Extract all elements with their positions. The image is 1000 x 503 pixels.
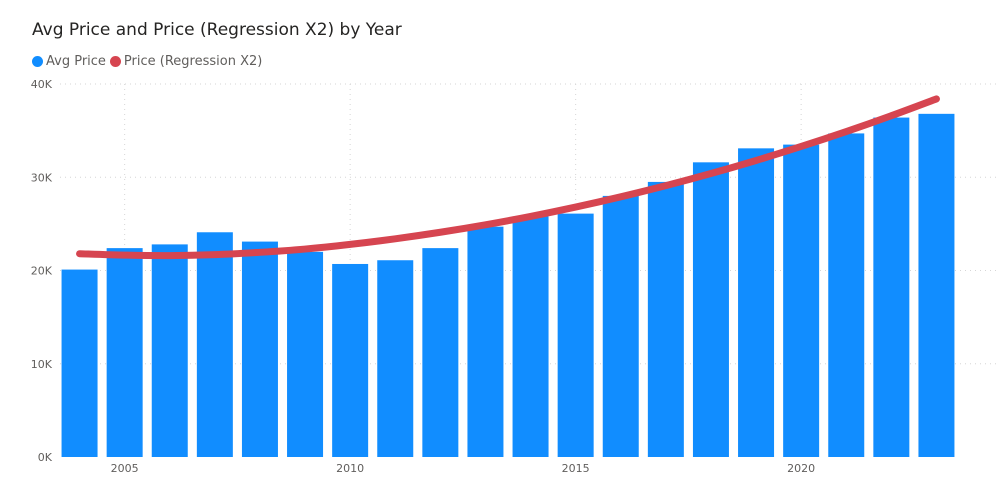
bar-avg-price (61, 269, 98, 457)
bar-avg-price (873, 117, 910, 457)
legend-label: Price (Regression X2) (123, 53, 263, 69)
legend: Avg Price Price (Regression X2) (32, 52, 266, 70)
x-tick-label: 2005 (111, 462, 139, 475)
bar-avg-price (467, 226, 504, 457)
y-tick-label: 30K (31, 171, 53, 184)
bar-avg-price (828, 133, 865, 458)
bar-avg-price (287, 251, 324, 457)
bar-avg-price (512, 216, 549, 457)
bar-avg-price (332, 263, 369, 457)
x-tick-label: 2015 (562, 462, 590, 475)
bar-avg-price (151, 244, 188, 457)
regression-line (76, 95, 940, 260)
chart-title: Avg Price and Price (Regression X2) by Y… (32, 20, 402, 40)
legend-label: Avg Price (46, 53, 106, 69)
y-tick-label: 0K (38, 451, 53, 464)
bar-avg-price (422, 248, 459, 457)
legend-item-price-regression[interactable]: Price (Regression X2) (109, 53, 263, 69)
bar-avg-price (783, 144, 820, 458)
bar-avg-price (918, 113, 955, 457)
bar-avg-price (557, 213, 594, 457)
bar-avg-price (738, 148, 775, 457)
bar-avg-price (692, 162, 729, 457)
x-tick-label: 2020 (787, 462, 815, 475)
y-tick-label: 10K (31, 358, 53, 371)
legend-marker-icon (32, 55, 43, 67)
x-tick-label: 2010 (336, 462, 364, 475)
bar-avg-price (602, 195, 639, 457)
bar-avg-price (647, 181, 684, 457)
legend-item-avg-price[interactable]: Avg Price (32, 54, 106, 69)
y-tick-label: 20K (31, 265, 53, 278)
bar-avg-price (241, 241, 278, 457)
bar-avg-price (196, 232, 233, 457)
legend-marker-icon (109, 55, 121, 67)
y-tick-label: 40K (31, 78, 53, 91)
bar-avg-price (106, 248, 143, 457)
bar-avg-price (377, 260, 414, 457)
